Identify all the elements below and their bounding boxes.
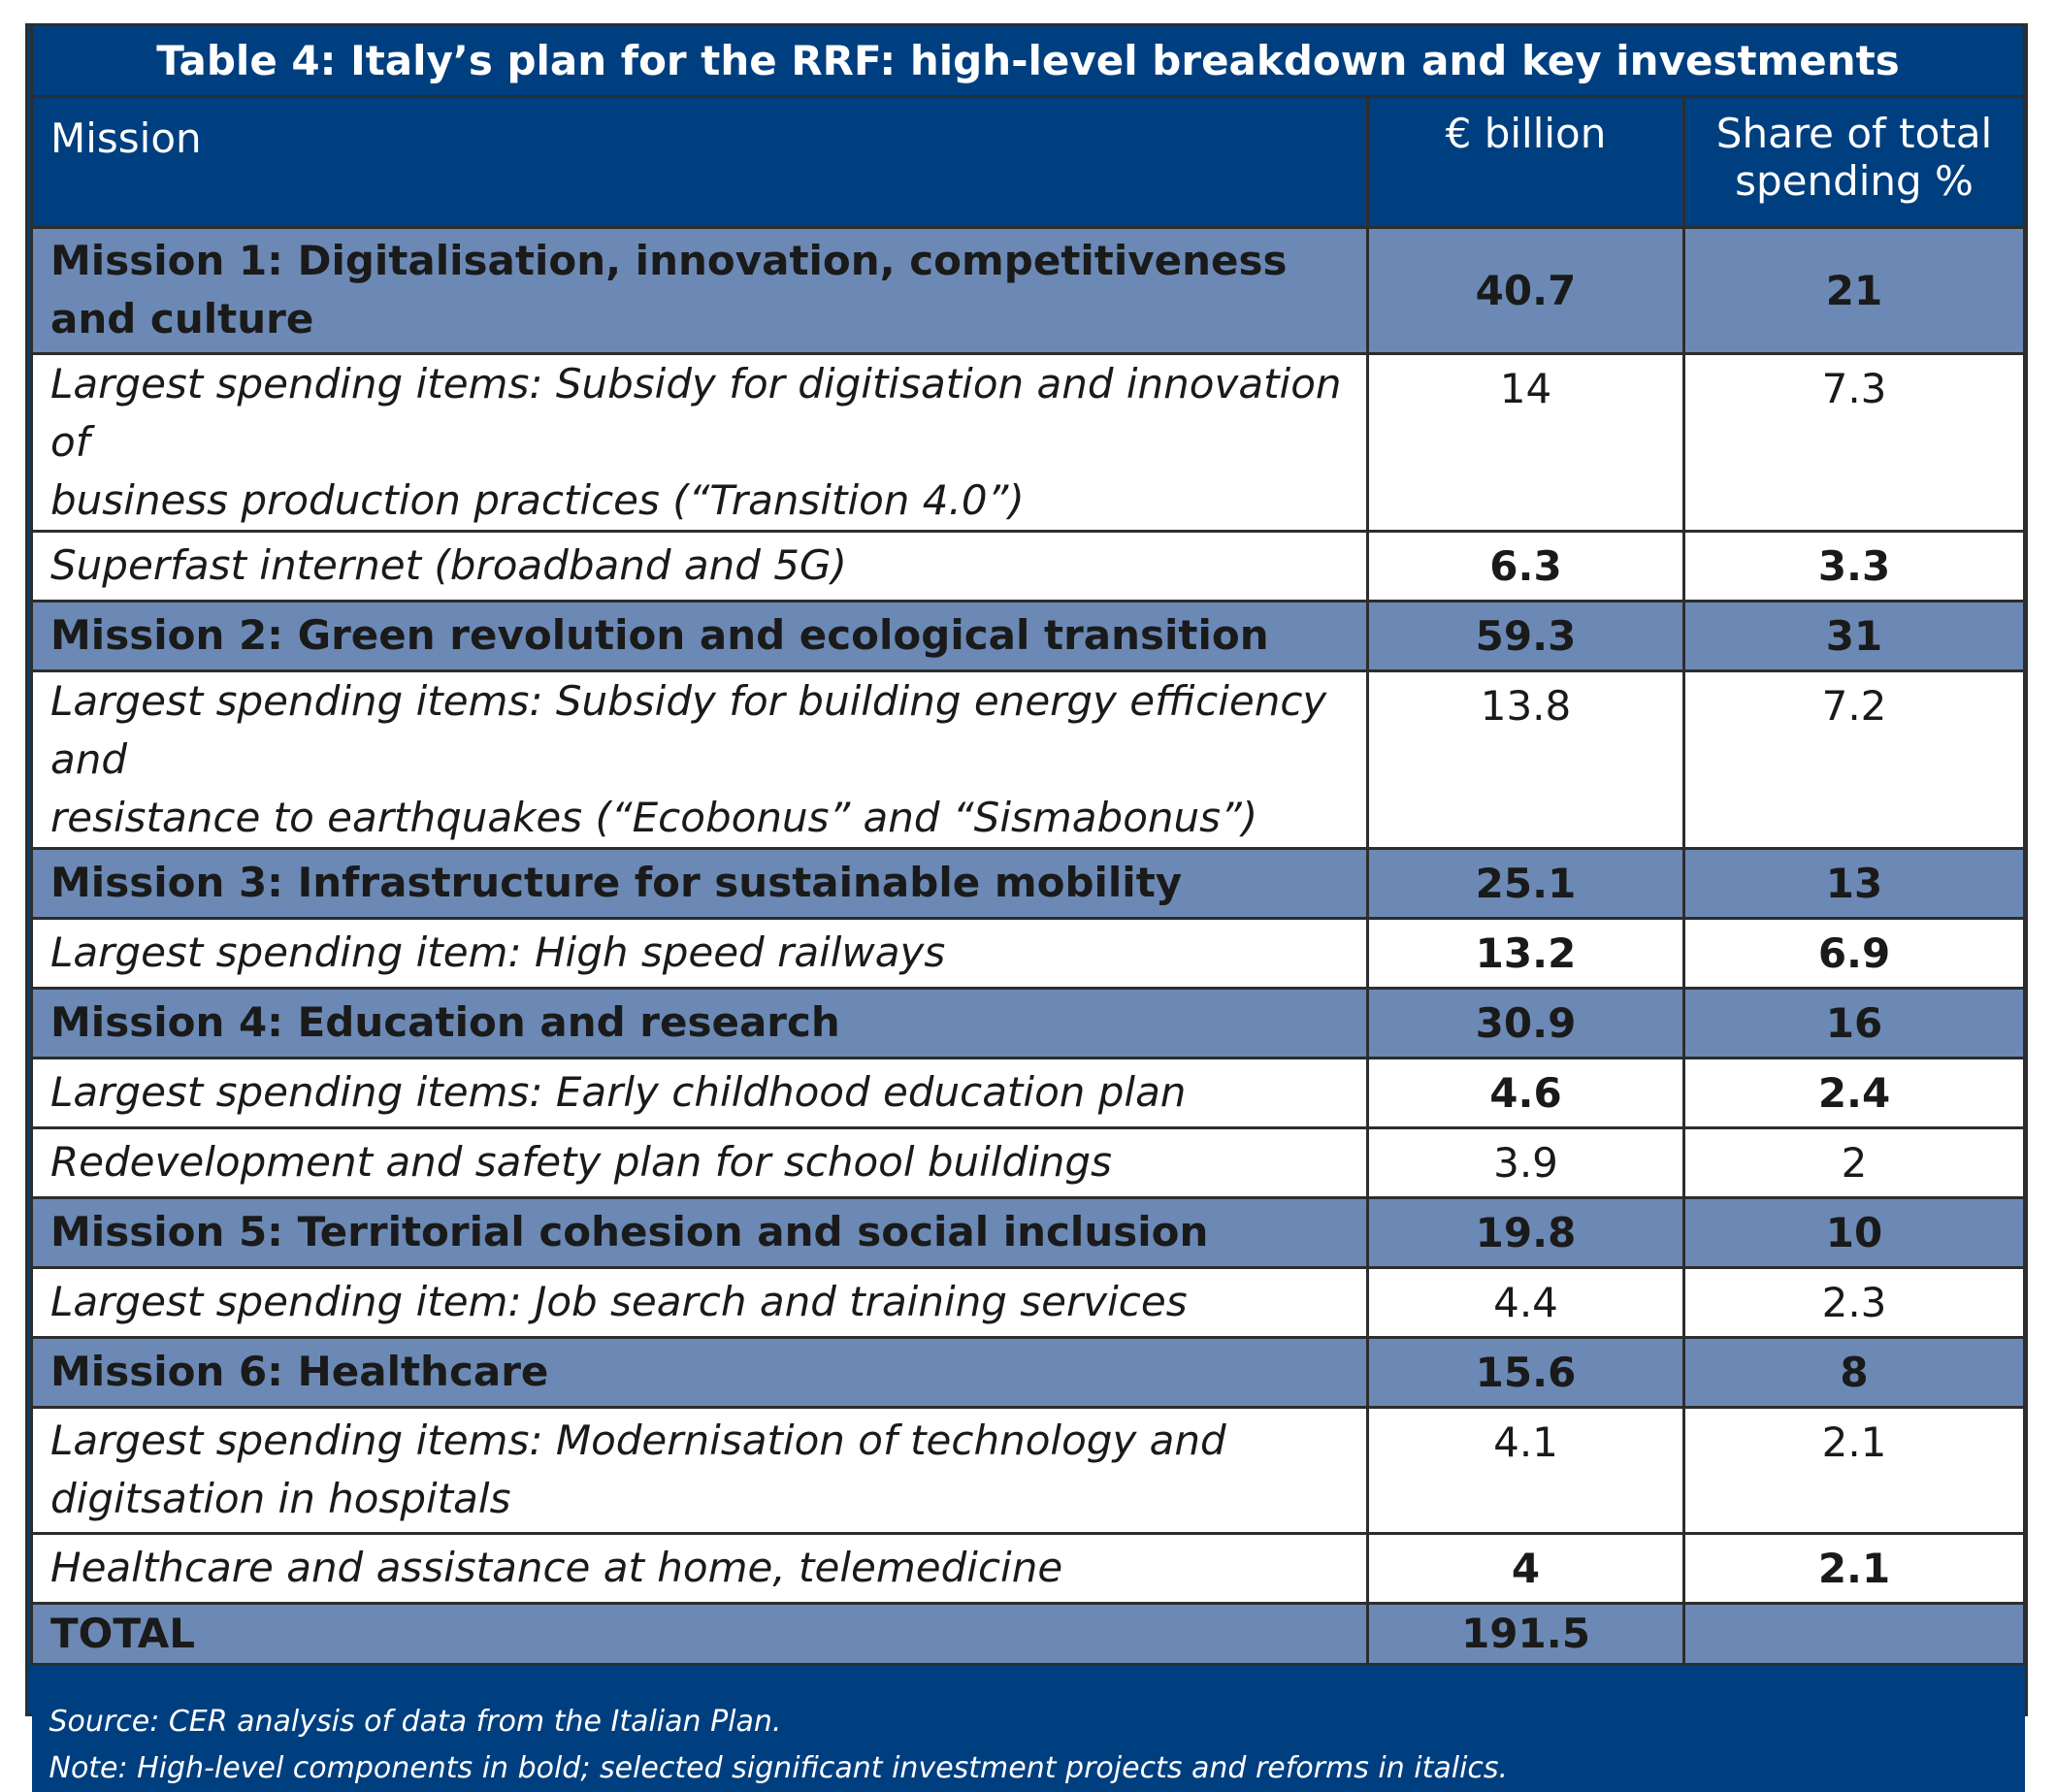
mission-row: Mission 1: Digitalisation, innovation, c…	[30, 225, 2027, 355]
table-body: Mission 1: Digitalisation, innovation, c…	[30, 225, 2027, 1605]
header-billion: € billion	[1366, 94, 1685, 229]
total-share	[1681, 1601, 2027, 1666]
row-label: Superfast internet (broadband and 5G)	[30, 529, 1369, 603]
header-share: Share of total spending %	[1681, 94, 2027, 229]
row-billion: 13.8	[1366, 668, 1685, 850]
row-billion: 59.3	[1366, 599, 1685, 672]
mission-row: Mission 2: Green revolution and ecologic…	[30, 599, 2027, 672]
row-share: 2.1	[1681, 1531, 2027, 1605]
row-label: Redevelopment and safety plan for school…	[30, 1125, 1369, 1199]
source-note: Source: CER analysis of data from the It…	[49, 1704, 782, 1739]
row-label: Largest spending items: Early childhood …	[30, 1056, 1369, 1129]
item-row: Largest spending item: Job search and tr…	[30, 1265, 2027, 1339]
header-share-line2: spending %	[1735, 156, 1974, 205]
table-footer: Source: CER analysis of data from the It…	[31, 1664, 2025, 1792]
item-row: Largest spending item: High speed railwa…	[30, 916, 2027, 990]
row-billion: 13.2	[1366, 916, 1685, 990]
row-billion: 4.6	[1366, 1056, 1685, 1129]
row-label-line1: Largest spending items: Early childhood …	[50, 1068, 1187, 1116]
header-share-line1: Share of total	[1715, 109, 1993, 157]
row-share: 8	[1681, 1335, 2027, 1409]
row-label-line1: Mission 5: Territorial cohesion and soci…	[50, 1208, 1209, 1255]
row-share: 2.1	[1681, 1405, 2027, 1535]
row-label-line1: Largest spending items: Modernisation of…	[50, 1417, 1226, 1464]
row-label: Mission 5: Territorial cohesion and soci…	[30, 1195, 1369, 1269]
row-label: Healthcare and assistance at home, telem…	[30, 1531, 1369, 1605]
row-share: 10	[1681, 1195, 2027, 1269]
total-label: TOTAL	[30, 1601, 1369, 1666]
row-label-line2: resistance to earthquakes (“Ecobonus” an…	[50, 793, 1258, 841]
footnote: Note: High-level components in bold; sel…	[49, 1750, 1509, 1785]
row-label-line1: Mission 2: Green revolution and ecologic…	[50, 611, 1269, 659]
row-label: Mission 1: Digitalisation, innovation, c…	[30, 225, 1369, 355]
row-billion: 25.1	[1366, 846, 1685, 920]
row-share: 7.3	[1681, 351, 2027, 533]
row-billion: 6.3	[1366, 529, 1685, 603]
mission-row: Mission 6: Healthcare 15.6 8	[30, 1335, 2027, 1409]
row-label: Largest spending item: Job search and tr…	[30, 1265, 1369, 1339]
mission-row: Mission 4: Education and research 30.9 16	[30, 986, 2027, 1059]
row-label-line1: Mission 6: Healthcare	[50, 1348, 549, 1395]
table-container: Table 4: Italy’s plan for the RRF: high-…	[25, 23, 2028, 1792]
row-label-line1: Healthcare and assistance at home, telem…	[50, 1544, 1063, 1591]
row-share: 13	[1681, 846, 2027, 920]
row-label: Mission 2: Green revolution and ecologic…	[30, 599, 1369, 672]
row-share: 21	[1681, 225, 2027, 355]
row-billion: 15.6	[1366, 1335, 1685, 1409]
row-label-line1: Largest spending items: Subsidy for buil…	[50, 676, 1327, 783]
row-share: 16	[1681, 986, 2027, 1059]
item-row: Redevelopment and safety plan for school…	[30, 1125, 2027, 1199]
row-billion: 30.9	[1366, 986, 1685, 1059]
row-label-line1: Mission 1: Digitalisation, innovation, c…	[50, 237, 1288, 284]
header-mission: Mission	[30, 94, 1369, 229]
row-label-line2: digitsation in hospitals	[50, 1475, 511, 1522]
mission-row: Mission 3: Infrastructure for sustainabl…	[30, 846, 2027, 920]
row-label-line1: Redevelopment and safety plan for school…	[50, 1138, 1112, 1186]
row-share: 2	[1681, 1125, 2027, 1199]
row-label-line1: Largest spending item: Job search and tr…	[50, 1278, 1188, 1325]
row-billion: 3.9	[1366, 1125, 1685, 1199]
item-row: Superfast internet (broadband and 5G) 6.3…	[30, 529, 2027, 603]
item-row: Largest spending items: Modernisation of…	[30, 1405, 2027, 1535]
row-label-line1: Mission 4: Education and research	[50, 998, 840, 1046]
row-label: Largest spending items: Subsidy for digi…	[30, 351, 1369, 533]
row-label: Mission 3: Infrastructure for sustainabl…	[30, 846, 1369, 920]
row-label-line1: Mission 3: Infrastructure for sustainabl…	[50, 859, 1183, 906]
row-label-line2: business production practices (“Transiti…	[50, 475, 1025, 524]
row-billion: 4.1	[1366, 1405, 1685, 1535]
row-label: Mission 6: Healthcare	[30, 1335, 1369, 1409]
row-label-line1: Largest spending items: Subsidy for digi…	[50, 359, 1342, 466]
row-billion: 40.7	[1366, 225, 1685, 355]
item-row: Healthcare and assistance at home, telem…	[30, 1531, 2027, 1605]
mission-row: Mission 5: Territorial cohesion and soci…	[30, 1195, 2027, 1269]
item-row: Largest spending items: Subsidy for digi…	[30, 351, 2027, 533]
row-share: 2.3	[1681, 1265, 2027, 1339]
item-row: Largest spending items: Early childhood …	[30, 1056, 2027, 1129]
row-share: 2.4	[1681, 1056, 2027, 1129]
rrf-table: Table 4: Italy’s plan for the RRF: high-…	[29, 26, 2027, 1792]
row-label: Largest spending items: Subsidy for buil…	[30, 668, 1369, 850]
row-label-line1: Superfast internet (broadband and 5G)	[50, 541, 847, 589]
row-label: Mission 4: Education and research	[30, 986, 1369, 1059]
row-billion: 4.4	[1366, 1265, 1685, 1339]
row-share: 31	[1681, 599, 2027, 672]
row-billion: 19.8	[1366, 1195, 1685, 1269]
item-row: Largest spending items: Subsidy for buil…	[30, 668, 2027, 850]
row-label: Largest spending item: High speed railwa…	[30, 916, 1369, 990]
row-share: 7.2	[1681, 668, 2027, 850]
row-label-line1: Largest spending item: High speed railwa…	[50, 929, 946, 976]
row-share: 3.3	[1681, 529, 2027, 603]
row-billion: 14	[1366, 351, 1685, 533]
row-label: Largest spending items: Modernisation of…	[30, 1405, 1369, 1535]
table-title: Table 4: Italy’s plan for the RRF: high-…	[29, 26, 2027, 98]
row-billion: 4	[1366, 1531, 1685, 1605]
row-share: 6.9	[1681, 916, 2027, 990]
total-billion: 191.5	[1366, 1601, 1685, 1666]
row-label-line2: and culture	[50, 295, 314, 342]
